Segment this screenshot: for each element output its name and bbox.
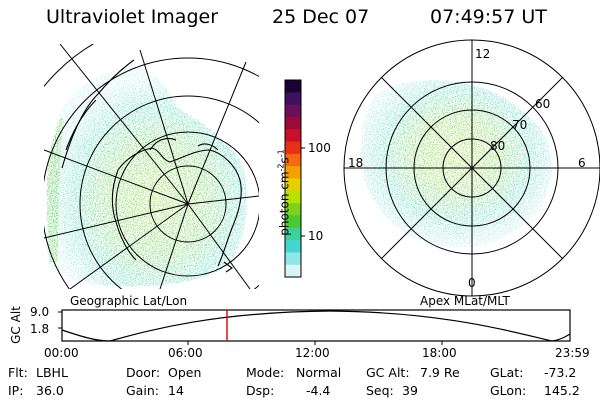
orbit-ytick-max: 9.0 — [30, 305, 50, 319]
orbit-xtick-2359: 23:59 — [555, 346, 590, 360]
seq-value: 39 — [402, 383, 418, 398]
gain-label: Gain: — [126, 383, 159, 398]
glon-value: 145.2 — [544, 383, 580, 398]
geographic-image — [46, 65, 247, 287]
colorbar-unit-label: photon cm-2s-1 — [277, 133, 292, 253]
mlat-label-80: 80 — [490, 139, 506, 153]
orbit-plot — [58, 309, 571, 345]
orbit-xtick-0000: 00:00 — [44, 346, 79, 360]
flt-value: LBHL — [36, 365, 68, 380]
mlt-label-12: 12 — [475, 47, 491, 61]
colorbar-swatch — [285, 80, 301, 93]
ip-value: 36.0 — [36, 383, 64, 398]
colorbar-swatch — [285, 141, 301, 155]
colorbar-swatch — [285, 178, 301, 192]
ip-label: IP: — [8, 383, 24, 398]
mlat-label-60: 60 — [535, 97, 551, 111]
door-label: Door: — [126, 365, 161, 380]
glat-value: -73.2 — [544, 365, 577, 380]
mlt-label-6: 6 — [578, 156, 586, 170]
mode-value: Normal — [296, 365, 342, 380]
gcalt-value: 7.9 Re — [420, 365, 460, 380]
dsp-label: Dsp: — [246, 383, 275, 398]
colorbar-tick-100: 100 — [308, 141, 331, 155]
gcalt-label: GC Alt: — [366, 365, 410, 380]
glon-label: GLon: — [490, 383, 527, 398]
image-date: 25 Dec 07 — [272, 6, 370, 28]
colorbar-swatch — [285, 240, 301, 253]
colorbar-swatch — [285, 203, 301, 217]
gain-value: 14 — [168, 383, 184, 398]
colorbar-swatch — [285, 252, 301, 266]
apex-caption: Apex MLat/MLT — [420, 294, 510, 308]
apex-image — [361, 80, 552, 248]
continent-outline — [61, 59, 242, 273]
orbit-xtick-1200: 12:00 — [295, 346, 330, 360]
colorbar-swatch — [285, 104, 301, 118]
mlt-label-0: 0 — [468, 276, 476, 290]
instrument-title: Ultraviolet Imager — [46, 6, 219, 28]
colorbar-swatch — [285, 215, 301, 229]
colorbar-ticks — [301, 147, 305, 237]
colorbar-tick-10: 10 — [308, 229, 324, 243]
colorbar-swatch — [285, 92, 301, 106]
colorbar-unit-text: photon cm — [277, 171, 292, 236]
orbit-ytick-min: 1.8 — [30, 322, 50, 336]
apex-grid — [343, 39, 600, 297]
colorbar-swatch — [285, 116, 301, 130]
door-value: Open — [168, 365, 202, 380]
mode-label: Mode: — [246, 365, 285, 380]
orbit-xtick-1800: 18:00 — [422, 346, 457, 360]
colorbar-unit-exp2: -1 — [276, 149, 286, 158]
colorbar-swatch — [285, 129, 301, 143]
glat-label: GLat: — [490, 365, 524, 380]
colorbar-unit-mid: s — [277, 157, 292, 164]
orbit-xtick-0600: 06:00 — [168, 346, 203, 360]
orbit-axis-label: GC Alt — [9, 306, 23, 344]
geographic-grid — [44, 44, 259, 289]
colorbar-swatch — [285, 264, 301, 278]
dsp-value: -4.4 — [306, 383, 331, 398]
colorbar-unit-exp1: -2 — [276, 163, 286, 172]
colorbar-frame — [284, 79, 302, 278]
seq-label: Seq: — [366, 383, 394, 398]
colorbar-swatch — [285, 153, 301, 167]
colorbar-swatch — [285, 190, 301, 204]
geographic-caption: Geographic Lat/Lon — [70, 294, 188, 308]
colorbar-swatch — [285, 166, 301, 180]
mlat-label-70: 70 — [512, 118, 528, 132]
mlt-label-18: 18 — [348, 156, 364, 170]
colorbar — [284, 79, 302, 278]
image-time: 07:49:57 UT — [430, 6, 547, 28]
colorbar-swatch — [285, 227, 301, 241]
flt-label: Flt: — [8, 365, 28, 380]
